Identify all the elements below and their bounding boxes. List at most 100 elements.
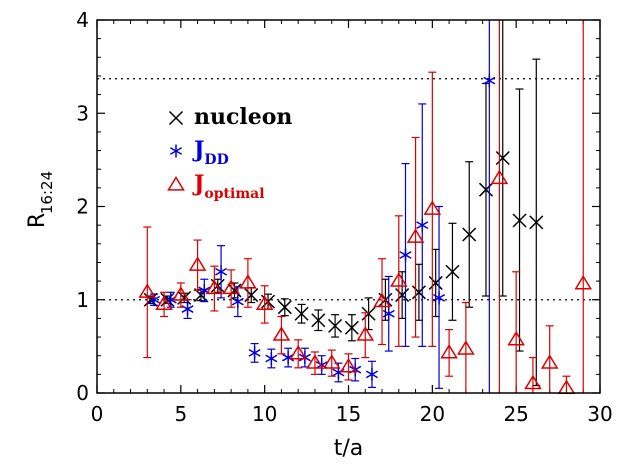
data-point bbox=[306, 354, 324, 369]
data-point bbox=[495, 150, 510, 166]
marker-stroke bbox=[198, 286, 211, 295]
data-point bbox=[512, 213, 527, 228]
series-nucleon bbox=[143, 20, 544, 387]
marker-stroke bbox=[181, 305, 194, 313]
marker-stroke bbox=[215, 267, 228, 276]
x-tick-label: 10 bbox=[252, 402, 277, 426]
data-point bbox=[423, 200, 442, 215]
x-tick-label: 30 bbox=[587, 402, 612, 426]
y-tick-label: 3 bbox=[76, 101, 89, 125]
data-point bbox=[483, 74, 496, 88]
marker-stroke bbox=[382, 309, 395, 318]
data-point bbox=[399, 248, 412, 262]
legend-label-main: J bbox=[192, 171, 204, 197]
marker-stroke bbox=[169, 147, 183, 155]
x-tick-label: 20 bbox=[420, 402, 445, 426]
y-axis-label-subscript: 16:24 bbox=[38, 171, 56, 214]
legend-label: JDD bbox=[192, 137, 229, 168]
legend-entry: JDD bbox=[169, 137, 229, 168]
data-point bbox=[373, 292, 391, 308]
data-point bbox=[215, 265, 228, 279]
y-tick-label: 1 bbox=[76, 288, 89, 312]
marker-stroke bbox=[483, 76, 496, 85]
data-point bbox=[265, 351, 278, 365]
data-point bbox=[277, 300, 292, 315]
y-tick-label: 4 bbox=[76, 8, 89, 32]
marker-stroke bbox=[512, 213, 527, 228]
data-point bbox=[433, 291, 446, 305]
data-point bbox=[177, 290, 192, 305]
y-axis-label-group: R 16:24 bbox=[25, 171, 56, 228]
y-tick-label: 0 bbox=[76, 381, 89, 405]
data-point bbox=[462, 227, 477, 242]
marker-stroke bbox=[160, 292, 175, 307]
data-point bbox=[205, 279, 224, 295]
marker-stroke bbox=[311, 313, 326, 328]
data-point bbox=[416, 218, 429, 232]
marker-stroke bbox=[143, 292, 158, 307]
legend-marker bbox=[169, 144, 183, 158]
data-point bbox=[445, 264, 460, 279]
marker-stroke bbox=[399, 251, 412, 259]
marker-stroke bbox=[462, 227, 477, 242]
marker-stroke bbox=[248, 349, 261, 357]
marker-stroke bbox=[328, 318, 343, 333]
legend-entry: Joptimal bbox=[167, 171, 265, 202]
data-point bbox=[155, 295, 173, 311]
data-point bbox=[361, 306, 376, 321]
marker-stroke bbox=[294, 306, 309, 321]
legend-label-subscript: optimal bbox=[204, 186, 264, 202]
data-point bbox=[255, 295, 274, 311]
data-point bbox=[428, 275, 443, 290]
legend-label-main: J bbox=[192, 137, 204, 163]
data-point bbox=[172, 286, 190, 301]
data-point bbox=[440, 343, 458, 359]
marker-stroke bbox=[361, 306, 376, 321]
marker-stroke bbox=[147, 295, 161, 304]
marker-stroke bbox=[529, 215, 544, 230]
data-point bbox=[294, 306, 309, 321]
marker-stroke bbox=[244, 288, 259, 303]
data-point bbox=[231, 295, 244, 309]
legend-label: Joptimal bbox=[192, 171, 265, 202]
legend-label: nucleon bbox=[194, 104, 292, 130]
data-point bbox=[143, 292, 158, 307]
marker-stroke bbox=[277, 300, 292, 315]
data-point bbox=[478, 182, 494, 197]
data-point bbox=[272, 326, 291, 341]
marker-stroke bbox=[168, 110, 184, 126]
data-point bbox=[406, 228, 425, 243]
data-point bbox=[181, 302, 194, 316]
data-point bbox=[395, 288, 410, 303]
legend-label-subscript: DD bbox=[204, 152, 228, 168]
marker-stroke bbox=[344, 320, 359, 335]
y-tick-label: 2 bbox=[76, 195, 89, 219]
data-point bbox=[389, 272, 408, 287]
data-point bbox=[339, 357, 358, 373]
series-DD bbox=[147, 20, 496, 393]
marker-stroke bbox=[231, 297, 244, 306]
marker-stroke bbox=[365, 370, 379, 379]
data-point bbox=[322, 354, 341, 369]
data-point bbox=[524, 374, 542, 390]
data-point bbox=[248, 346, 261, 360]
marker-stroke bbox=[265, 354, 278, 363]
data-point bbox=[222, 279, 240, 295]
x-tick-label: 5 bbox=[174, 402, 187, 426]
data-point bbox=[138, 283, 157, 298]
data-point bbox=[239, 274, 257, 289]
data-point bbox=[490, 169, 509, 185]
data-point bbox=[540, 354, 559, 369]
data-series bbox=[138, 20, 593, 394]
data-point bbox=[411, 285, 426, 300]
data-point bbox=[356, 326, 375, 341]
data-point bbox=[365, 367, 379, 381]
marker-stroke bbox=[495, 150, 510, 166]
marker-stroke bbox=[395, 288, 410, 303]
marker-stroke bbox=[315, 361, 328, 369]
data-point bbox=[188, 256, 207, 271]
x-tick-label: 25 bbox=[503, 402, 528, 426]
marker-stroke bbox=[416, 221, 429, 230]
